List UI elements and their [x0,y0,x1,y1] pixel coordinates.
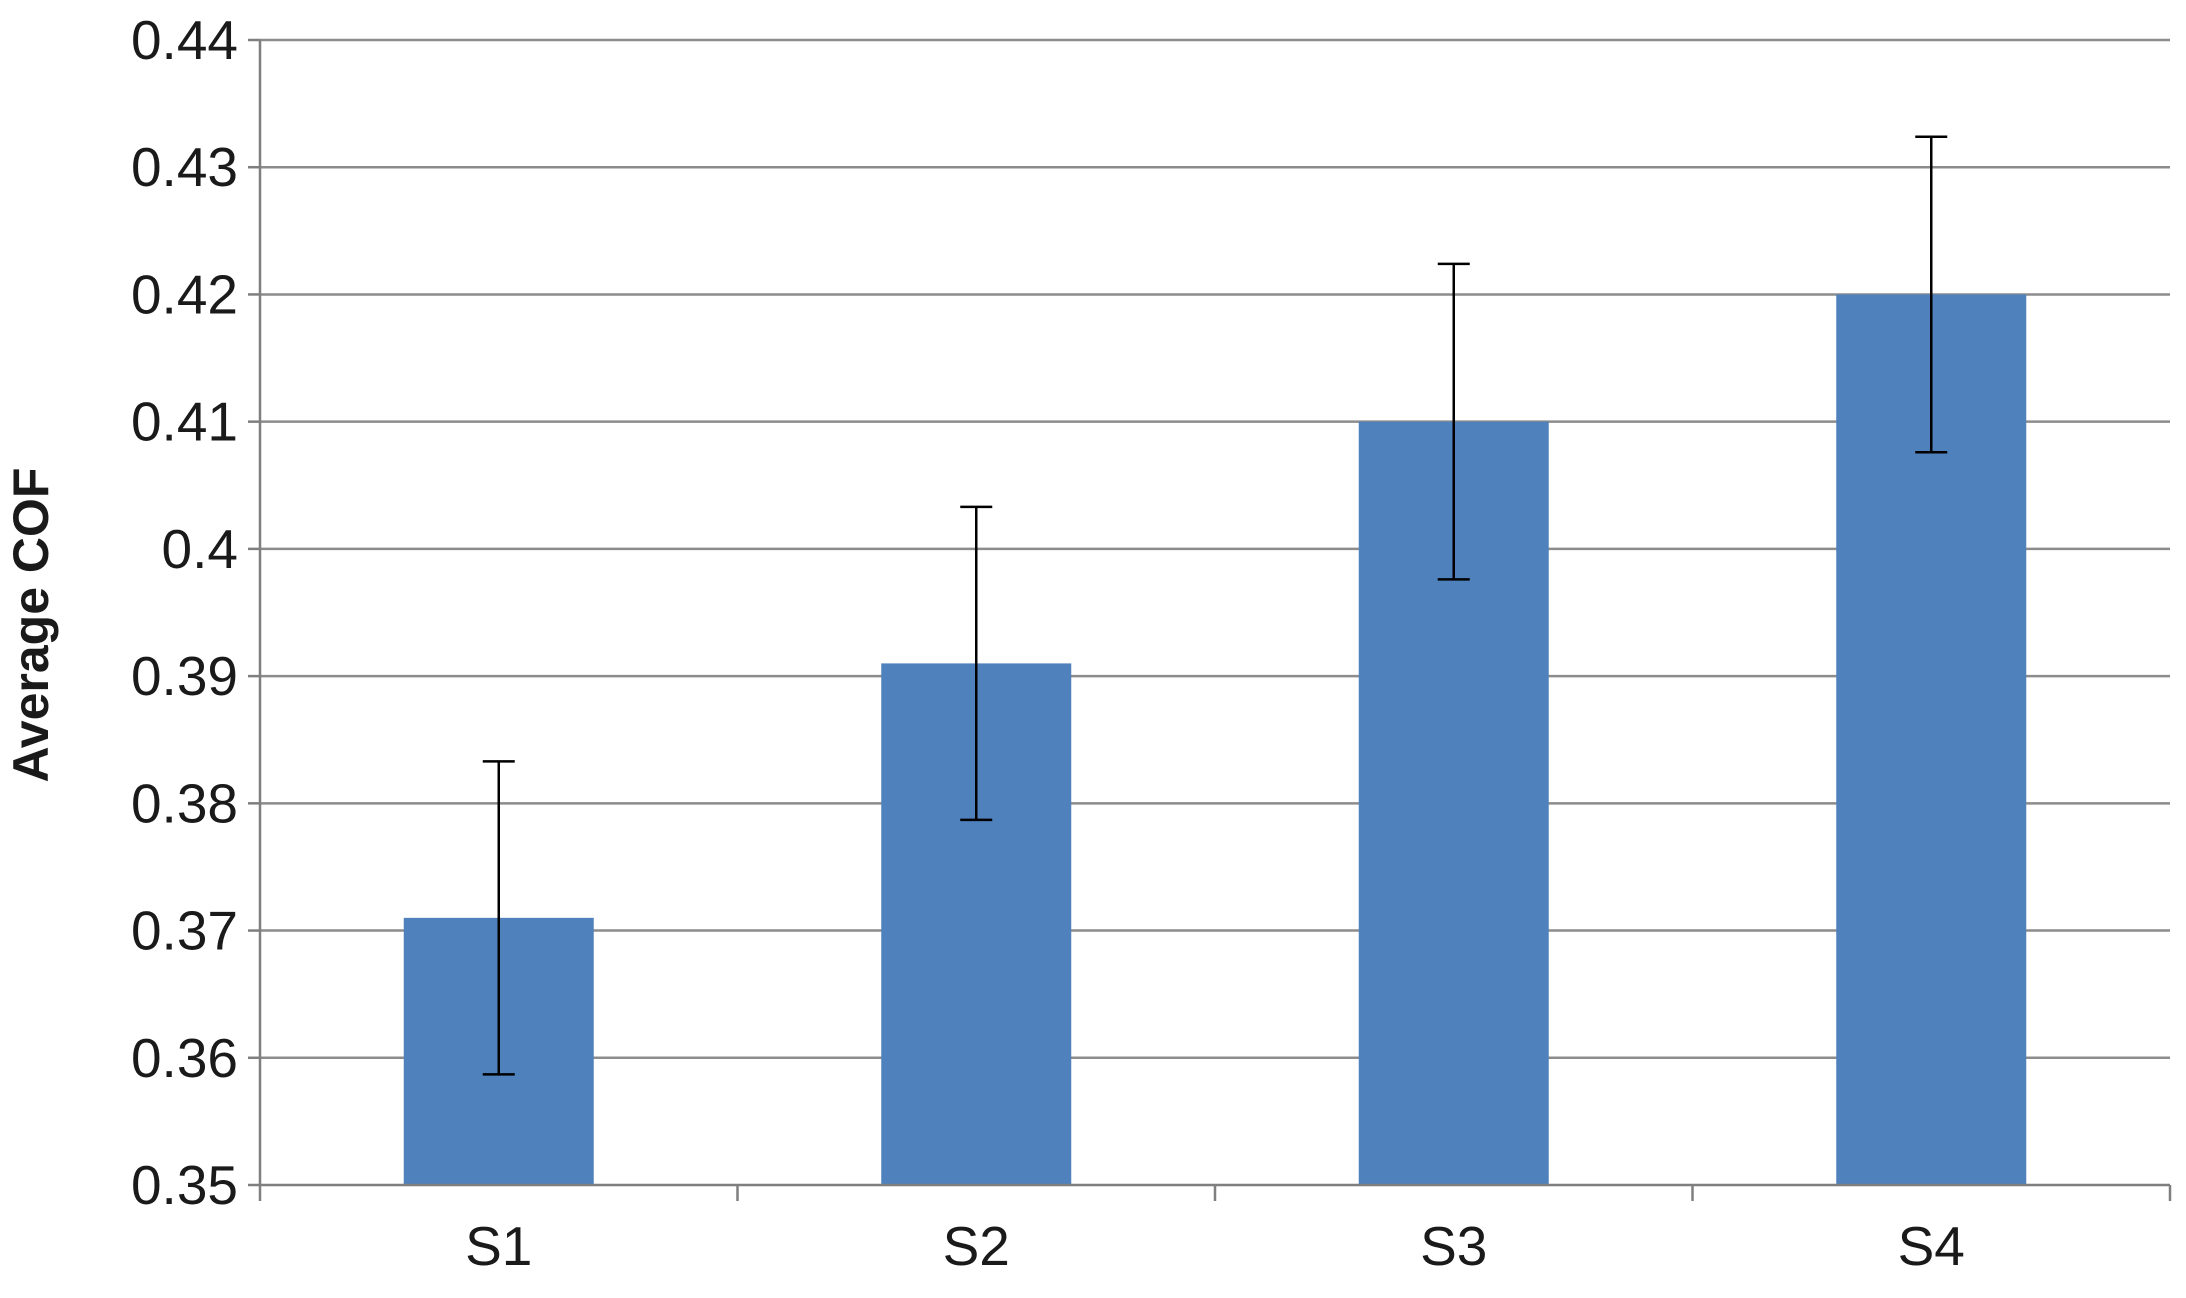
y-tick-label: 0.44 [131,9,238,71]
x-tick-label: S4 [1898,1215,1965,1277]
y-tick-label: 0.41 [131,391,238,453]
x-tick-labels: S1 S2 S3 S4 [465,1215,1965,1277]
axes [248,38,2172,1201]
y-tick-label: 0.35 [131,1154,238,1216]
y-tick-label: 0.36 [131,1027,238,1089]
y-tick-label: 0.38 [131,772,238,834]
y-tick-label: 0.4 [162,518,238,580]
bars [403,294,2027,1186]
y-tick-label: 0.37 [131,900,238,962]
y-tick-labels: 0.35 0.36 0.37 0.38 0.39 0.4 0.41 0.42 0.43 0.44 [131,9,238,1216]
y-tick-label: 0.43 [131,136,238,198]
x-tick-label: S2 [943,1215,1010,1277]
error-bars [482,135,1948,1076]
y-axis-title: Average COF [3,468,59,783]
y-tick-label: 0.39 [131,645,238,707]
x-tick-label: S1 [465,1215,532,1277]
y-tick-label: 0.42 [131,263,238,325]
x-tick-label: S3 [1420,1215,1487,1277]
